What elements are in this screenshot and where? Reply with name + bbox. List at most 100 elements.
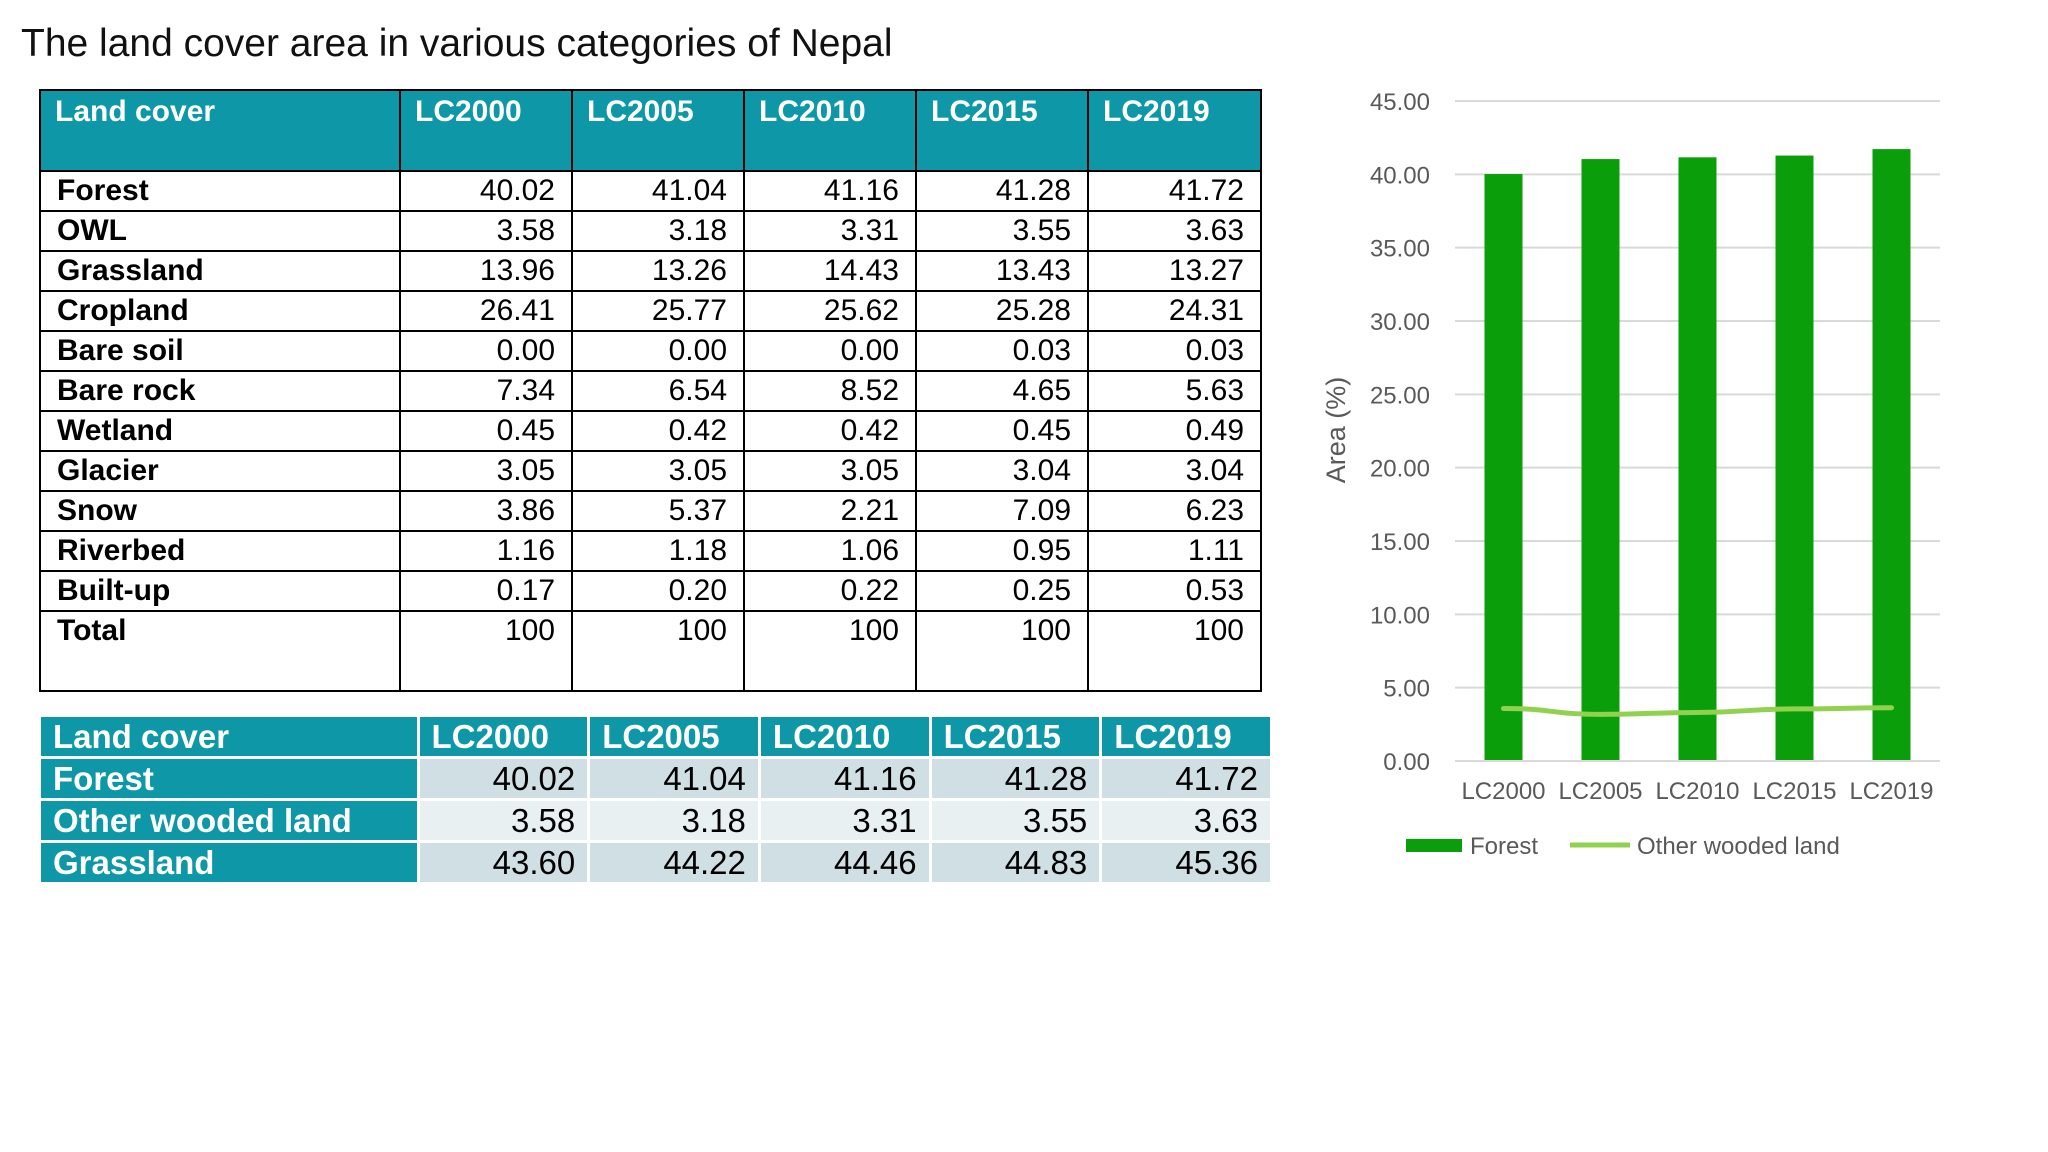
table-row: Forest 40.02 41.04 41.16 41.28 41.72 bbox=[39, 170, 1262, 212]
table-row: Riverbed 1.16 1.18 1.06 0.95 1.11 bbox=[39, 530, 1262, 572]
forest-bar bbox=[1484, 174, 1523, 761]
y-tick-label: 0.00 bbox=[1383, 749, 1430, 776]
table-row: Snow 3.86 5.37 2.21 7.09 6.23 bbox=[39, 490, 1262, 532]
cell-value: 13.96 bbox=[399, 250, 573, 292]
row-label: Glacier bbox=[39, 450, 401, 492]
row-label: Snow bbox=[39, 490, 401, 532]
row-label: Cropland bbox=[39, 290, 401, 332]
summary-cell-value: 3.18 bbox=[590, 801, 758, 840]
cell-value: 4.65 bbox=[915, 370, 1089, 412]
cell-value: 1.11 bbox=[1087, 530, 1262, 572]
summary-cell-value: 3.31 bbox=[760, 801, 929, 840]
summary-header-year: LC2015 bbox=[931, 717, 1100, 756]
cell-value: 6.23 bbox=[1087, 490, 1262, 532]
cell-value: 41.72 bbox=[1087, 170, 1262, 212]
summary-cell-value: 45.36 bbox=[1102, 843, 1270, 882]
cell-value: 3.58 bbox=[399, 210, 573, 252]
cell-value: 1.18 bbox=[571, 530, 745, 572]
forest-bar bbox=[1872, 149, 1911, 761]
summary-cell-value: 3.55 bbox=[931, 801, 1100, 840]
summary-cell-value: 41.72 bbox=[1102, 759, 1270, 798]
cell-value: 100 bbox=[399, 610, 573, 692]
summary-header-year: LC2005 bbox=[590, 717, 758, 756]
legend-forest-label: Forest bbox=[1470, 833, 1538, 860]
chart-legend: Forest Other wooded land bbox=[1406, 833, 1840, 860]
cell-value: 13.43 bbox=[915, 250, 1089, 292]
summary-cell-value: 3.63 bbox=[1102, 801, 1270, 840]
header-year: LC2015 bbox=[915, 89, 1089, 172]
y-tick-label: 20.00 bbox=[1370, 456, 1430, 483]
summary-header-land-cover: Land cover bbox=[41, 717, 417, 756]
x-tick-label: LC2005 bbox=[1558, 778, 1642, 805]
table-row: Wetland 0.45 0.42 0.42 0.45 0.49 bbox=[39, 410, 1262, 452]
summary-cell-value: 41.28 bbox=[931, 759, 1100, 798]
header-land-cover: Land cover bbox=[39, 89, 401, 172]
row-label: Riverbed bbox=[39, 530, 401, 572]
cell-value: 100 bbox=[571, 610, 745, 692]
table-row: OWL 3.58 3.18 3.31 3.55 3.63 bbox=[39, 210, 1262, 252]
summary-cell-value: 43.60 bbox=[419, 843, 588, 882]
table-header-row: Land cover LC2000 LC2005 LC2010 LC2015 LC2019 bbox=[39, 89, 1262, 172]
table-row: Cropland 26.41 25.77 25.62 25.28 24.31 bbox=[39, 290, 1262, 332]
page-title: The land cover area in various categorie… bbox=[21, 22, 893, 65]
cell-value: 41.16 bbox=[743, 170, 917, 212]
cell-value: 3.05 bbox=[743, 450, 917, 492]
cell-value: 3.31 bbox=[743, 210, 917, 252]
cell-value: 0.45 bbox=[915, 410, 1089, 452]
cell-value: 25.77 bbox=[571, 290, 745, 332]
cell-value: 3.86 bbox=[399, 490, 573, 532]
cell-value: 25.28 bbox=[915, 290, 1089, 332]
cell-value: 1.16 bbox=[399, 530, 573, 572]
x-tick-label: LC2000 bbox=[1461, 778, 1545, 805]
summary-cell-value: 41.16 bbox=[760, 759, 929, 798]
cell-value: 6.54 bbox=[571, 370, 745, 412]
cell-value: 3.55 bbox=[915, 210, 1089, 252]
summary-row: Other wooded land 3.58 3.18 3.31 3.55 3.63 bbox=[41, 801, 1270, 840]
y-axis-ticks: 0.00 5.00 10.00 15.00 20.00 25.00 30.00 35.00 40… bbox=[1370, 89, 1430, 776]
row-label: Total bbox=[39, 610, 401, 692]
table-row: Grassland 13.96 13.26 14.43 13.43 13.27 bbox=[39, 250, 1262, 292]
header-year: LC2010 bbox=[743, 89, 917, 172]
cell-value: 0.22 bbox=[743, 570, 917, 612]
cell-value: 3.63 bbox=[1087, 210, 1262, 252]
table-row: Glacier 3.05 3.05 3.05 3.04 3.04 bbox=[39, 450, 1262, 492]
cell-value: 0.20 bbox=[571, 570, 745, 612]
cell-value: 3.05 bbox=[399, 450, 573, 492]
table-row: Built-up 0.17 0.20 0.22 0.25 0.53 bbox=[39, 570, 1262, 612]
row-label: Grassland bbox=[39, 250, 401, 292]
summary-cell-value: 41.04 bbox=[590, 759, 758, 798]
legend-owl-label: Other wooded land bbox=[1637, 833, 1840, 860]
summary-row: Forest 40.02 41.04 41.16 41.28 41.72 bbox=[41, 759, 1270, 798]
summary-header-year: LC2000 bbox=[419, 717, 588, 756]
cell-value: 24.31 bbox=[1087, 290, 1262, 332]
row-label: Built-up bbox=[39, 570, 401, 612]
cell-value: 0.00 bbox=[399, 330, 573, 372]
y-axis-label: Area (%) bbox=[1321, 377, 1351, 484]
summary-row-label: Other wooded land bbox=[41, 801, 417, 840]
cell-value: 7.34 bbox=[399, 370, 573, 412]
header-year: LC2019 bbox=[1087, 89, 1262, 172]
y-tick-label: 15.00 bbox=[1370, 529, 1430, 556]
table-row: Bare rock 7.34 6.54 8.52 4.65 5.63 bbox=[39, 370, 1262, 412]
cell-value: 41.04 bbox=[571, 170, 745, 212]
forest-bar bbox=[1581, 159, 1620, 761]
cell-value: 7.09 bbox=[915, 490, 1089, 532]
y-tick-label: 5.00 bbox=[1383, 676, 1430, 703]
y-tick-label: 30.00 bbox=[1370, 309, 1430, 336]
y-tick-label: 40.00 bbox=[1370, 162, 1430, 189]
cell-value: 0.49 bbox=[1087, 410, 1262, 452]
summary-row: Grassland 43.60 44.22 44.46 44.83 45.36 bbox=[41, 843, 1270, 882]
cell-value: 5.63 bbox=[1087, 370, 1262, 412]
cell-value: 0.53 bbox=[1087, 570, 1262, 612]
cell-value: 0.25 bbox=[915, 570, 1089, 612]
cell-value: 8.52 bbox=[743, 370, 917, 412]
cell-value: 100 bbox=[915, 610, 1089, 692]
table-row: Total 100 100 100 100 100 bbox=[39, 610, 1262, 692]
row-label: OWL bbox=[39, 210, 401, 252]
cell-value: 100 bbox=[1087, 610, 1262, 692]
summary-cell-value: 44.46 bbox=[760, 843, 929, 882]
cell-value: 26.41 bbox=[399, 290, 573, 332]
cell-value: 0.42 bbox=[743, 410, 917, 452]
cell-value: 3.18 bbox=[571, 210, 745, 252]
cell-value: 0.03 bbox=[915, 330, 1089, 372]
